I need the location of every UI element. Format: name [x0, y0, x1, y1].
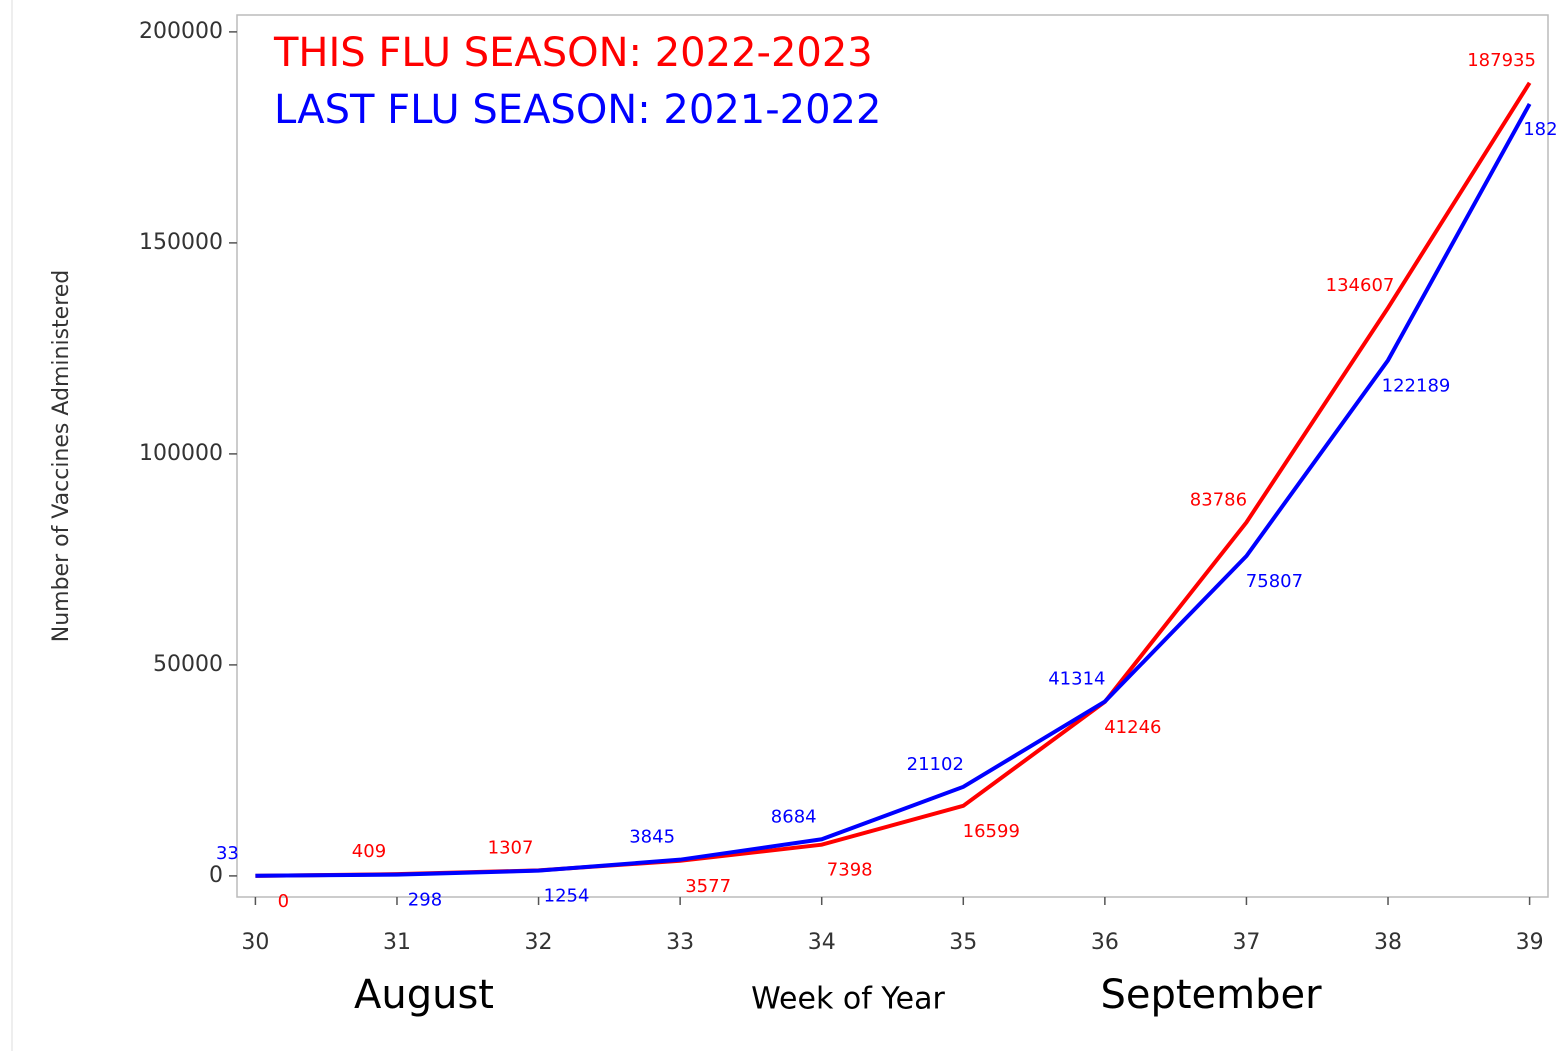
- x-tick-label: 37: [1232, 930, 1260, 955]
- data-label: 41246: [1104, 717, 1161, 738]
- y-tick-label: 100000: [139, 441, 223, 466]
- x-tick-label: 34: [808, 930, 836, 955]
- data-label: 409: [352, 841, 386, 862]
- x-tick-label: 35: [949, 930, 977, 955]
- data-label: 3577: [685, 876, 731, 897]
- data-label: 7398: [827, 860, 873, 881]
- series-line: [255, 102, 1532, 878]
- annotation: August: [354, 972, 494, 1018]
- x-tick-label: 36: [1091, 930, 1119, 955]
- y-tick-label: 200000: [139, 19, 223, 44]
- x-tick-label: 39: [1516, 930, 1544, 955]
- data-label: 75807: [1246, 571, 1303, 592]
- x-tick-label: 32: [525, 930, 553, 955]
- data-label: 33: [216, 843, 239, 864]
- data-label: 1254: [544, 886, 590, 907]
- data-label: 16599: [963, 821, 1020, 842]
- y-tick-label: 0: [209, 863, 223, 888]
- data-label: 182920: [1523, 119, 1557, 140]
- data-label: 1307: [488, 837, 534, 858]
- x-tick-label: 38: [1374, 930, 1402, 955]
- data-label: 134607: [1326, 275, 1395, 296]
- x-axis-label: Week of Year: [751, 982, 945, 1017]
- data-label: 3845: [629, 827, 675, 848]
- series-line: [255, 81, 1532, 878]
- data-label: 122189: [1382, 375, 1451, 396]
- data-label: 21102: [907, 754, 964, 775]
- data-label: 8684: [771, 806, 817, 827]
- x-tick-label: 33: [666, 930, 694, 955]
- data-label: 83786: [1190, 489, 1247, 510]
- annotation: September: [1100, 972, 1322, 1018]
- y-tick-label: 150000: [139, 230, 223, 255]
- data-label: 187935: [1467, 50, 1536, 71]
- legend-entry: LAST FLU SEASON: 2021-2022: [274, 87, 881, 133]
- plot-frame: [236, 14, 1549, 898]
- y-tick-label: 50000: [153, 652, 223, 677]
- y-axis-label: Number of Vaccines Administered: [49, 270, 74, 643]
- data-label: 41314: [1048, 669, 1105, 690]
- data-label: 0: [278, 891, 289, 912]
- x-tick-label: 31: [383, 930, 411, 955]
- data-label: 298: [408, 890, 442, 911]
- x-tick-label: 30: [241, 930, 269, 955]
- legend-entry: THIS FLU SEASON: 2022-2023: [273, 30, 873, 76]
